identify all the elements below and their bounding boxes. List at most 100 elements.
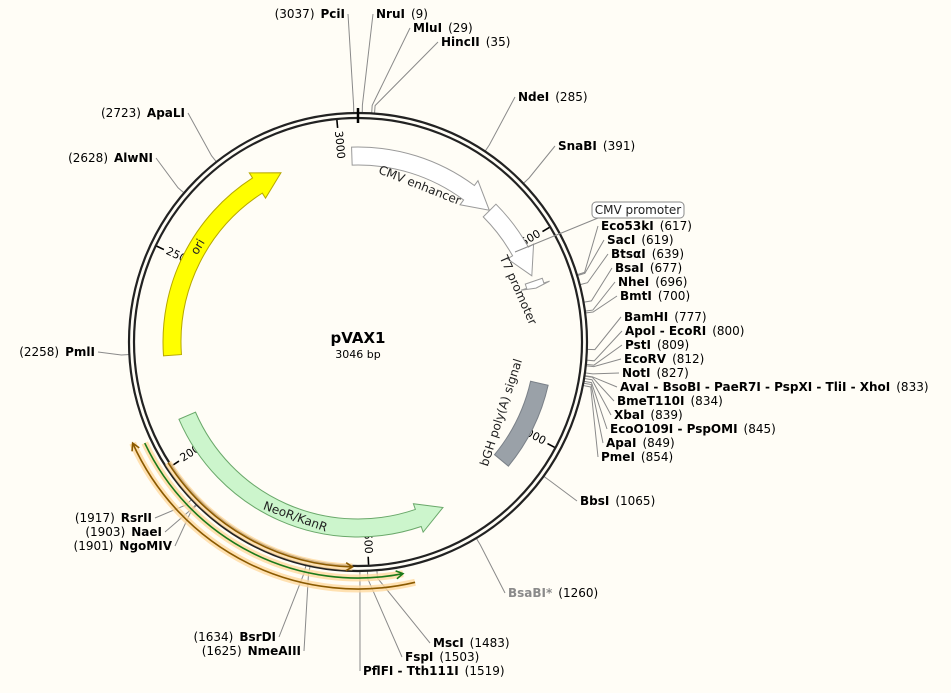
restriction-site[interactable]: NotI (827) bbox=[622, 366, 689, 380]
site-position: (1065) bbox=[615, 494, 655, 508]
site-leader bbox=[543, 475, 578, 502]
orf-arc[interactable] bbox=[167, 462, 353, 568]
site-position: (3037) bbox=[275, 7, 315, 21]
site-leader bbox=[586, 330, 623, 362]
site-leader bbox=[371, 27, 411, 114]
restriction-site[interactable]: BbsI (1065) bbox=[580, 494, 655, 508]
feature-neor-kanr[interactable] bbox=[178, 411, 444, 538]
site-name: ApoI - EcoRI bbox=[625, 324, 706, 338]
site-position: (2628) bbox=[68, 151, 108, 165]
site-position: (854) bbox=[641, 450, 673, 464]
restriction-site[interactable]: BmeT110I (834) bbox=[617, 394, 723, 408]
feature-label-leader bbox=[514, 217, 599, 253]
site-position: (619) bbox=[641, 233, 673, 247]
restriction-site[interactable]: MluI (29) bbox=[413, 21, 473, 35]
ruler-tick bbox=[542, 226, 550, 233]
restriction-site[interactable]: NdeI (285) bbox=[518, 90, 588, 104]
restriction-site[interactable]: AvaI - BsoBI - PaeR7I - PspXI - TliI - X… bbox=[620, 380, 929, 394]
site-leader bbox=[187, 112, 217, 163]
restriction-site[interactable]: MscI (1483) bbox=[433, 636, 510, 650]
site-name: NotI bbox=[622, 366, 651, 380]
site-name: PstI bbox=[625, 338, 651, 352]
site-position: (639) bbox=[652, 247, 684, 261]
restriction-site[interactable]: XbaI (839) bbox=[614, 408, 683, 422]
restriction-site[interactable]: BsaBI* (1260) bbox=[508, 586, 598, 600]
restriction-site[interactable]: HincII (35) bbox=[441, 35, 510, 49]
site-name: PflFI - Tth111I bbox=[363, 664, 459, 678]
site-position: (29) bbox=[448, 21, 473, 35]
restriction-site[interactable]: EcoO109I - PspOMI (845) bbox=[610, 422, 776, 436]
site-name: MluI bbox=[413, 21, 442, 35]
site-name: RsrII bbox=[121, 511, 152, 525]
restriction-site[interactable]: ApaI (849) bbox=[606, 436, 675, 450]
site-name: HincII bbox=[441, 35, 480, 49]
site-leader bbox=[303, 565, 311, 652]
feature-bgh-poly-a-signal[interactable] bbox=[493, 380, 549, 467]
restriction-site[interactable]: (1917) RsrII bbox=[75, 511, 152, 525]
restriction-site[interactable]: SacI (619) bbox=[607, 233, 674, 247]
restriction-site[interactable]: BtsαI (639) bbox=[611, 247, 684, 261]
restriction-site[interactable]: (2628) AlwNI bbox=[68, 151, 153, 165]
site-name: ApaI bbox=[606, 436, 636, 450]
restriction-site[interactable]: BamHI (777) bbox=[624, 310, 707, 324]
site-position: (812) bbox=[672, 352, 704, 366]
site-leader bbox=[586, 316, 622, 351]
orf-arrowhead bbox=[131, 441, 140, 452]
restriction-site[interactable]: (1903) NaeI bbox=[85, 525, 162, 539]
orf-arrowhead bbox=[395, 570, 405, 580]
feature-ori[interactable] bbox=[162, 172, 282, 357]
site-leader bbox=[583, 382, 604, 444]
restriction-site[interactable]: (1901) NgoMIV bbox=[74, 539, 173, 553]
site-position: (2723) bbox=[101, 106, 141, 120]
restriction-site[interactable]: (1625) NmeAIII bbox=[202, 644, 301, 658]
orf-arc[interactable] bbox=[144, 442, 404, 579]
site-position: (1903) bbox=[85, 525, 125, 539]
site-name: NruI bbox=[376, 7, 405, 21]
site-leader bbox=[583, 267, 613, 303]
site-position: (849) bbox=[642, 436, 674, 450]
restriction-site[interactable]: PflFI - Tth111I (1519) bbox=[363, 664, 505, 678]
orf-arc[interactable] bbox=[131, 442, 416, 590]
site-position: (800) bbox=[712, 324, 744, 338]
restriction-site[interactable]: (2258) PmlI bbox=[19, 345, 95, 359]
restriction-site[interactable]: NheI (696) bbox=[618, 275, 687, 289]
site-position: (617) bbox=[660, 219, 692, 233]
site-leader bbox=[582, 384, 599, 458]
site-position: (2258) bbox=[19, 345, 59, 359]
restriction-site[interactable]: NruI (9) bbox=[376, 7, 428, 21]
restriction-site[interactable]: PstI (809) bbox=[625, 338, 689, 352]
site-name: EcoRV bbox=[624, 352, 667, 366]
site-position: (1634) bbox=[193, 630, 233, 644]
site-leader bbox=[584, 375, 615, 402]
site-leader bbox=[361, 13, 374, 114]
restriction-site[interactable]: EcoRV (812) bbox=[624, 352, 704, 366]
restriction-site[interactable]: (3037) PciI bbox=[275, 7, 345, 21]
restriction-site[interactable]: BsaI (677) bbox=[615, 261, 682, 275]
restriction-site[interactable]: (1634) BsrDI bbox=[193, 630, 276, 644]
restriction-site[interactable]: Eco53kI (617) bbox=[601, 219, 692, 233]
site-leader bbox=[155, 157, 185, 194]
site-name: BsaI bbox=[615, 261, 644, 275]
feature-t7-promoter[interactable] bbox=[520, 277, 550, 291]
site-name: PciI bbox=[321, 7, 346, 21]
site-position: (1483) bbox=[470, 636, 510, 650]
restriction-site[interactable]: FspI (1503) bbox=[405, 650, 479, 664]
site-name: ApaLI bbox=[147, 106, 185, 120]
plasmid-length: 3046 bp bbox=[335, 348, 380, 361]
restriction-site[interactable]: BmtI (700) bbox=[620, 289, 690, 303]
site-name: PmlI bbox=[65, 345, 95, 359]
site-name: SnaBI bbox=[558, 139, 597, 153]
site-position: (696) bbox=[655, 275, 687, 289]
restriction-site[interactable]: (2723) ApaLI bbox=[101, 106, 185, 120]
restriction-site[interactable]: ApoI - EcoRI (800) bbox=[625, 324, 744, 338]
site-name: NaeI bbox=[131, 525, 162, 539]
restriction-site[interactable]: SnaBI (391) bbox=[558, 139, 635, 153]
site-position: (1519) bbox=[465, 664, 505, 678]
site-name: NdeI bbox=[518, 90, 549, 104]
site-position: (9) bbox=[411, 7, 428, 21]
site-leader bbox=[347, 13, 355, 114]
restriction-site[interactable]: PmeI (854) bbox=[601, 450, 673, 464]
site-name: PmeI bbox=[601, 450, 635, 464]
site-leader bbox=[579, 253, 609, 286]
feature-cmv-promoter[interactable] bbox=[482, 203, 535, 277]
